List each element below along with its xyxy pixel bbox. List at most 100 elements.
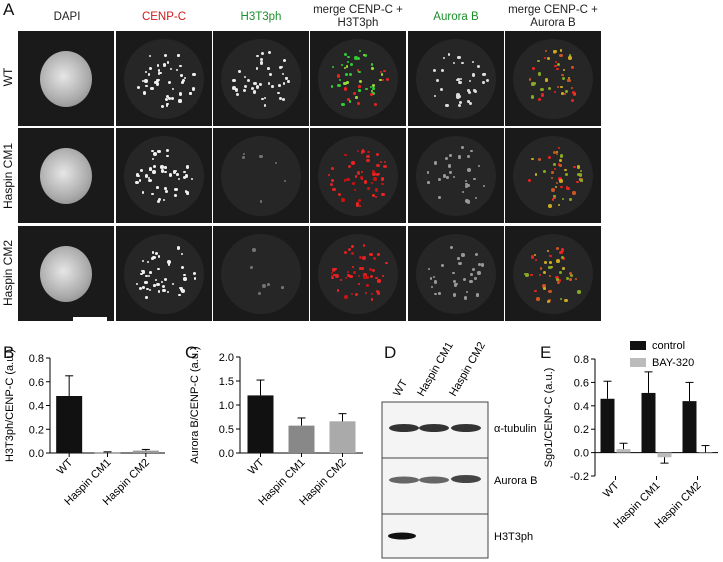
kinetochore-dot xyxy=(336,289,340,292)
kinetochore-dot xyxy=(156,186,159,189)
kinetochore-dot xyxy=(377,252,380,256)
image-wt-cenpc xyxy=(116,31,212,126)
kinetochore-dot xyxy=(476,293,480,297)
kinetochore-dot xyxy=(565,276,570,281)
kinetochore-dot xyxy=(137,86,141,90)
cell-outline xyxy=(221,135,301,216)
kinetochore-dot xyxy=(360,177,364,181)
kinetochore-dot xyxy=(145,281,149,284)
kinetochore-dot xyxy=(157,289,161,293)
y-tick-label: 2.0 xyxy=(219,352,234,364)
kinetochore-dot xyxy=(437,195,441,199)
kinetochore-dot xyxy=(358,70,362,74)
kinetochore-dot xyxy=(141,191,145,194)
kinetochore-dot xyxy=(238,70,241,73)
kinetochore-dot xyxy=(457,78,460,81)
y-tick-label: 1.5 xyxy=(219,376,234,388)
kinetochore-dot xyxy=(577,173,581,177)
kinetochore-dot xyxy=(151,193,154,196)
image-wt-merge2 xyxy=(505,31,601,126)
image-cm1-h3t3ph xyxy=(213,128,309,223)
kinetochore-dot xyxy=(135,282,138,286)
kinetochore-dot xyxy=(261,51,264,55)
kinetochore-dot xyxy=(376,163,380,168)
kinetochore-dot xyxy=(457,103,461,108)
kinetochore-dot xyxy=(472,60,475,63)
kinetochore-dot xyxy=(576,180,579,184)
kinetochore-dot xyxy=(330,272,333,275)
kinetochore-dot xyxy=(360,266,364,271)
y-tick-label: 0.5 xyxy=(219,424,234,436)
image-cm2-merge1 xyxy=(310,226,406,321)
kinetochore-dot xyxy=(331,167,334,170)
kinetochore-dot xyxy=(485,79,489,83)
kinetochore-dot xyxy=(171,282,174,285)
y-tick-label: 0.8 xyxy=(574,354,589,366)
cell-outline xyxy=(318,38,398,119)
kinetochore-dot xyxy=(144,79,148,83)
kinetochore-dot xyxy=(267,82,271,85)
kinetochore-dot xyxy=(356,149,360,153)
kinetochore-dot xyxy=(459,100,463,104)
kinetochore-dot xyxy=(430,285,433,288)
kinetochore-dot xyxy=(471,73,476,77)
kinetochore-dot xyxy=(371,89,374,92)
kinetochore-dot xyxy=(473,90,476,93)
kinetochore-dot xyxy=(135,173,140,177)
kinetochore-dot xyxy=(474,196,478,200)
kinetochore-dot xyxy=(551,177,554,180)
kinetochore-dot xyxy=(369,275,373,279)
kinetochore-dot xyxy=(552,163,556,167)
kinetochore-dot xyxy=(157,69,161,72)
kinetochore-dot xyxy=(267,283,270,286)
kinetochore-dot xyxy=(572,191,576,195)
image-wt-merge1 xyxy=(310,31,406,126)
kinetochore-dot xyxy=(331,275,335,279)
kinetochore-dot xyxy=(478,165,481,168)
kinetochore-dot xyxy=(560,92,564,96)
image-wt-h3t3ph xyxy=(213,31,309,126)
kinetochore-dot xyxy=(464,180,468,183)
kinetochore-dot xyxy=(438,292,442,296)
kinetochore-dot xyxy=(142,91,147,95)
kinetochore-dot xyxy=(148,178,152,183)
kinetochore-dot xyxy=(176,246,181,250)
kinetochore-dot xyxy=(457,55,461,59)
kinetochore-dot xyxy=(375,152,379,157)
kinetochore-dot xyxy=(281,98,285,102)
kinetochore-dot xyxy=(350,292,353,296)
kinetochore-dot xyxy=(357,198,362,203)
kinetochore-dot xyxy=(145,296,149,299)
kinetochore-dot xyxy=(466,184,470,188)
kinetochore-dot xyxy=(164,170,167,174)
kinetochore-dot xyxy=(450,246,454,250)
kinetochore-dot xyxy=(538,97,542,101)
kinetochore-dot xyxy=(446,176,450,180)
kinetochore-dot xyxy=(365,87,368,91)
kinetochore-dot xyxy=(349,274,354,279)
column-header-merge-h3t3ph: merge CENP-C + H3T3ph xyxy=(313,4,403,29)
kinetochore-dot xyxy=(453,293,457,297)
kinetochore-dot xyxy=(165,190,169,193)
kinetochore-dot xyxy=(374,188,379,192)
kinetochore-dot xyxy=(564,173,568,177)
cell-outline xyxy=(318,135,398,216)
kinetochore-dot xyxy=(373,177,377,181)
kinetochore-dot xyxy=(346,97,350,101)
kinetochore-dot xyxy=(531,67,535,70)
kinetochore-dot xyxy=(138,287,143,291)
kinetochore-dot xyxy=(149,168,152,171)
kinetochore-dot xyxy=(161,288,166,293)
kinetochore-dot xyxy=(363,180,368,184)
kinetochore-dot xyxy=(252,248,256,253)
kinetochore-dot xyxy=(578,173,583,178)
kinetochore-dot xyxy=(541,93,545,97)
kinetochore-dot xyxy=(552,151,556,155)
y-tick-label: 0.8 xyxy=(29,353,44,365)
kinetochore-dot xyxy=(556,277,560,281)
kinetochore-dot xyxy=(337,83,341,88)
kinetochore-dot xyxy=(358,255,362,260)
kinetochore-dot xyxy=(361,171,364,174)
kinetochore-dot xyxy=(555,182,559,185)
kinetochore-dot xyxy=(153,284,156,287)
